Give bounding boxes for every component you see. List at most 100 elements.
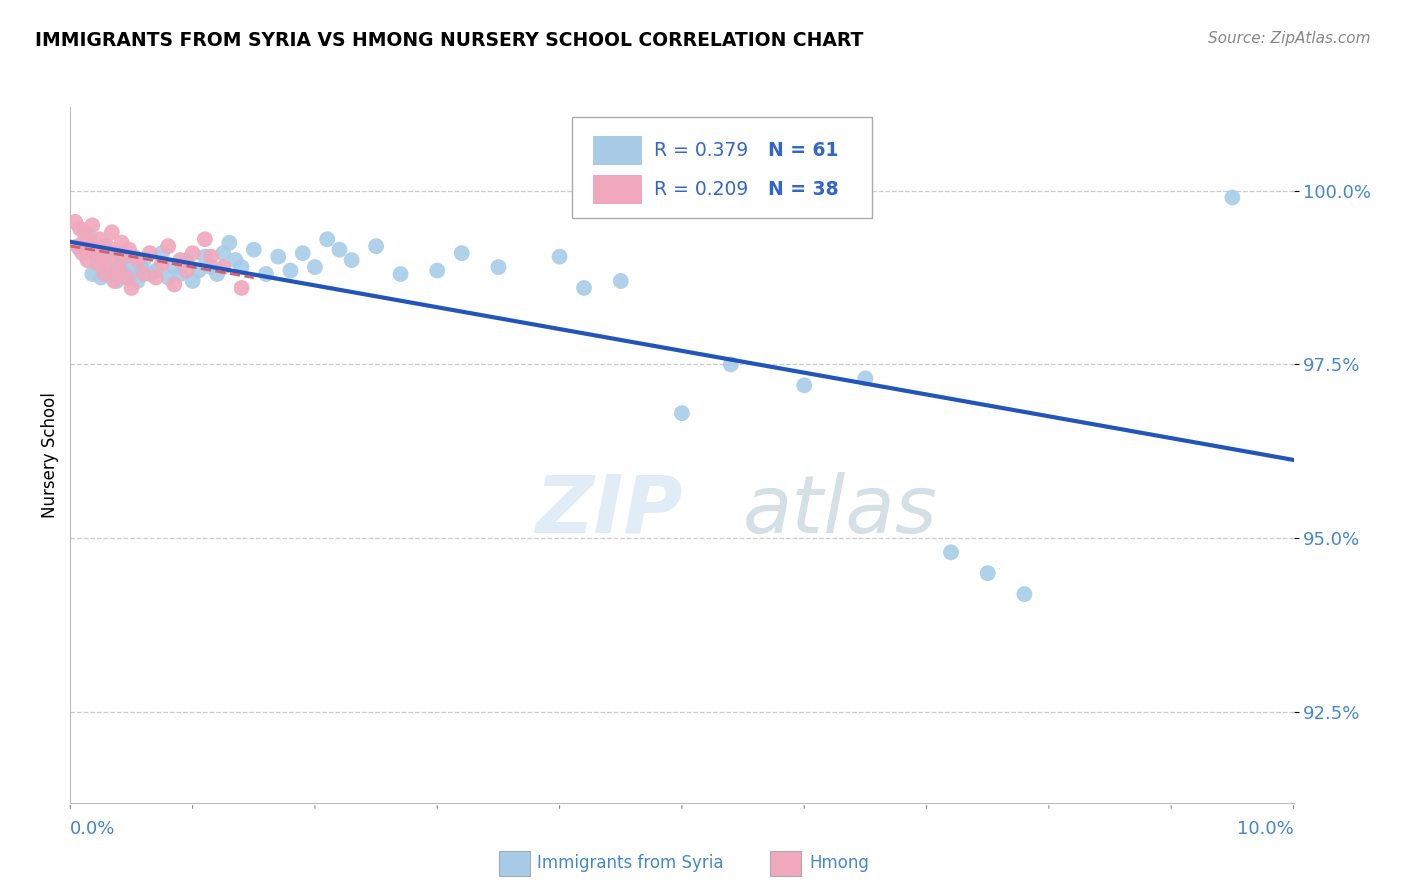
Point — [231, 260, 253, 274]
Text: IMMIGRANTS FROM SYRIA VS HMONG NURSERY SCHOOL CORRELATION CHART: IMMIGRANTS FROM SYRIA VS HMONG NURSERY S… — [35, 31, 863, 50]
Point — [86, 256, 108, 270]
Point — [243, 243, 266, 257]
Point — [205, 267, 228, 281]
Text: Source: ZipAtlas.com: Source: ZipAtlas.com — [1208, 31, 1371, 46]
Point — [91, 250, 114, 264]
Point — [181, 246, 204, 260]
Point — [127, 253, 149, 268]
Point — [224, 253, 246, 268]
Point — [1014, 587, 1036, 601]
Point — [132, 253, 155, 268]
Point — [671, 406, 693, 420]
Point — [98, 256, 121, 270]
Point — [96, 260, 118, 274]
Point — [108, 263, 131, 277]
Point — [121, 281, 143, 295]
Point — [129, 260, 152, 274]
Point — [150, 246, 173, 260]
Point — [855, 371, 877, 385]
Point — [169, 253, 191, 268]
Point — [231, 281, 253, 295]
Point — [69, 221, 91, 235]
Text: R = 0.379: R = 0.379 — [654, 141, 748, 160]
Point — [169, 267, 191, 281]
Point — [267, 250, 290, 264]
Point — [82, 267, 104, 281]
Point — [105, 246, 128, 260]
Point — [187, 263, 209, 277]
Y-axis label: Nursery School: Nursery School — [41, 392, 59, 518]
Point — [90, 270, 112, 285]
Point — [366, 239, 388, 253]
Text: N = 38: N = 38 — [768, 180, 838, 199]
Point — [200, 260, 222, 274]
Point — [101, 267, 124, 281]
Point — [108, 260, 131, 274]
Point — [139, 267, 162, 281]
Point — [548, 250, 571, 264]
Point — [83, 246, 105, 260]
Point — [83, 243, 105, 257]
Point — [77, 228, 100, 243]
Point — [610, 274, 633, 288]
Point — [488, 260, 510, 274]
Point — [127, 274, 149, 288]
Point — [572, 281, 595, 295]
Point — [72, 246, 94, 260]
Text: atlas: atlas — [744, 472, 938, 549]
Point — [176, 253, 198, 268]
Point — [105, 274, 128, 288]
Point — [93, 239, 115, 253]
Point — [145, 270, 167, 285]
Point — [218, 235, 240, 250]
Point — [157, 239, 180, 253]
Point — [163, 277, 186, 292]
Point — [426, 263, 449, 277]
Point — [96, 239, 118, 253]
Point — [163, 260, 186, 274]
Text: 0.0%: 0.0% — [70, 820, 115, 838]
Point — [98, 246, 121, 260]
Point — [114, 267, 136, 281]
Point — [939, 545, 962, 559]
Point — [976, 566, 998, 581]
Point — [304, 260, 326, 274]
Point — [150, 256, 173, 270]
Point — [118, 243, 141, 257]
Point — [111, 235, 134, 250]
Point — [79, 235, 101, 250]
Point — [73, 228, 96, 243]
Point — [145, 263, 167, 277]
Point — [316, 232, 339, 246]
Point — [73, 225, 96, 239]
Point — [82, 219, 104, 233]
Point — [76, 253, 98, 268]
Point — [118, 270, 141, 285]
Point — [122, 250, 145, 264]
Point — [450, 246, 472, 260]
Point — [181, 274, 204, 288]
FancyBboxPatch shape — [572, 118, 872, 219]
Point — [103, 274, 125, 288]
Point — [194, 232, 217, 246]
Point — [340, 253, 363, 268]
Point — [63, 215, 86, 229]
Point — [66, 239, 89, 253]
Point — [291, 246, 314, 260]
Text: 10.0%: 10.0% — [1237, 820, 1294, 838]
Point — [254, 267, 277, 281]
FancyBboxPatch shape — [592, 136, 641, 165]
Point — [720, 358, 742, 372]
Point — [112, 250, 135, 264]
Point — [200, 250, 222, 264]
Point — [101, 225, 124, 239]
Point — [212, 246, 235, 260]
Point — [793, 378, 815, 392]
Point — [69, 243, 91, 257]
Point — [93, 267, 115, 281]
Text: ZIP: ZIP — [536, 472, 682, 549]
FancyBboxPatch shape — [592, 175, 641, 204]
Point — [389, 267, 412, 281]
Point — [132, 267, 155, 281]
Point — [280, 263, 302, 277]
